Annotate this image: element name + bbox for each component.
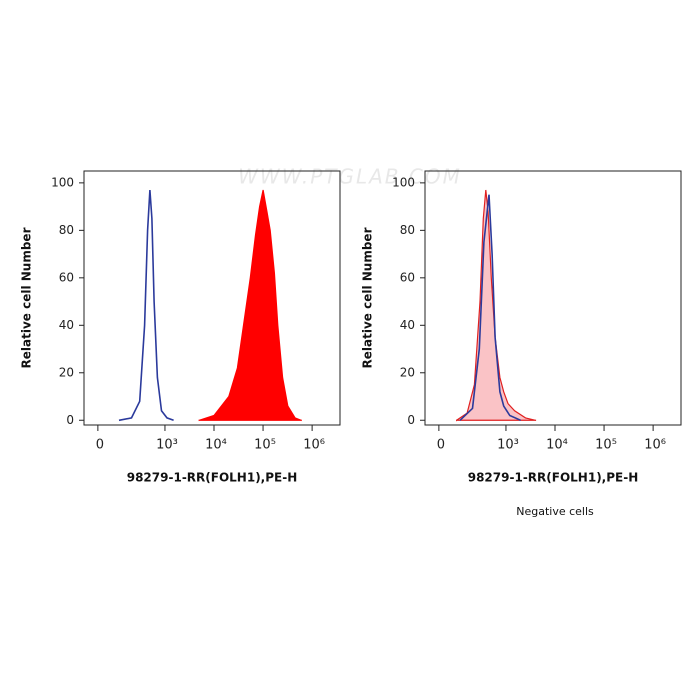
histogram-area xyxy=(198,189,302,422)
y-tick-label: 80 xyxy=(59,223,74,237)
plot-frame xyxy=(424,170,682,426)
x-axis-label: 98279-1-RR(FOLH1),PE-H xyxy=(127,471,298,485)
y-tick-label: 0 xyxy=(66,413,74,427)
y-tick-label: 60 xyxy=(59,270,74,284)
y-axis-label: Relative cell Number xyxy=(361,227,375,368)
plot-frame xyxy=(83,170,341,426)
x-tick-label: 10³ xyxy=(497,438,519,453)
annotation: Negative cells xyxy=(516,505,594,518)
x-tick-label: 10⁶ xyxy=(303,438,325,453)
histogram-line xyxy=(459,194,522,422)
x-axis-label: 98279-1-RR(FOLH1),PE-H xyxy=(468,471,639,485)
y-tick-label: 20 xyxy=(400,365,415,379)
y-axis-label: Relative cell Number xyxy=(20,227,34,368)
x-tick-label: 10⁴ xyxy=(546,438,568,453)
y-tick-label: 0 xyxy=(407,413,415,427)
y-tick-label: 80 xyxy=(400,223,415,237)
x-tick-label: 0 xyxy=(437,438,445,453)
watermark: WWW.PTGLAB.COM xyxy=(238,165,462,189)
y-tick-label: 60 xyxy=(400,270,415,284)
x-tick-label: 10⁶ xyxy=(644,438,666,453)
x-tick-label: 10³ xyxy=(156,438,178,453)
x-tick-label: 10⁴ xyxy=(205,438,227,453)
y-tick-label: 100 xyxy=(392,175,415,189)
y-tick-label: 40 xyxy=(59,318,74,332)
histogram-area xyxy=(456,189,537,422)
x-tick-label: 10⁵ xyxy=(595,438,617,453)
x-tick-label: 0 xyxy=(96,438,104,453)
y-tick-label: 100 xyxy=(51,175,74,189)
histogram-line xyxy=(118,189,174,422)
y-tick-label: 20 xyxy=(59,365,74,379)
y-tick-label: 40 xyxy=(400,318,415,332)
x-tick-label: 10⁵ xyxy=(254,438,276,453)
